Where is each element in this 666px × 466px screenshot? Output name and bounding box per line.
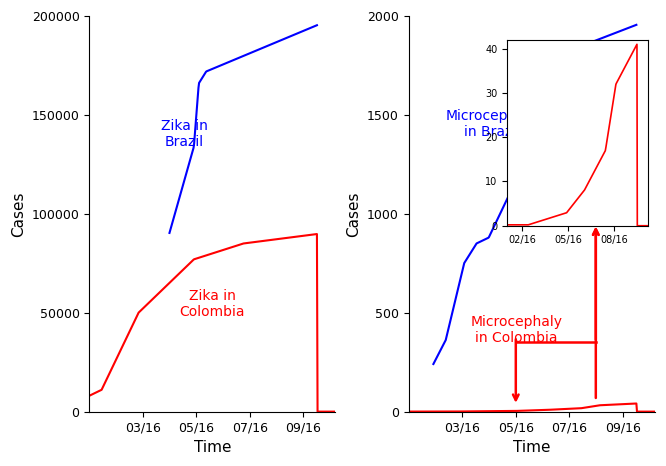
Y-axis label: Cases: Cases <box>346 191 362 237</box>
X-axis label: Time: Time <box>513 440 551 455</box>
Text: Microcephaly
in Brazil: Microcephaly in Brazil <box>446 109 537 139</box>
Text: Zika in
Brazil: Zika in Brazil <box>161 119 208 149</box>
Text: Zika in
Colombia: Zika in Colombia <box>180 289 245 319</box>
X-axis label: Time: Time <box>194 440 231 455</box>
Y-axis label: Cases: Cases <box>11 191 26 237</box>
Text: Microcephaly
in Colombia: Microcephaly in Colombia <box>470 315 562 345</box>
